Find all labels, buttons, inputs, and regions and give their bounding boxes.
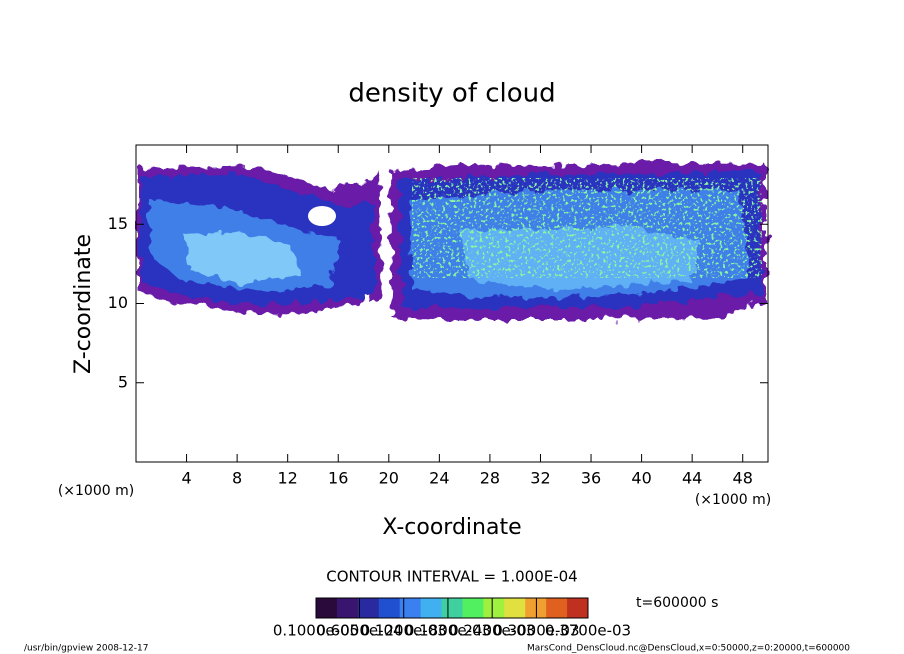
colorbar-tick-label: 0.2400e-03	[449, 622, 535, 640]
colorbar-tick-label: 0.1200e-03	[361, 622, 447, 640]
colorbar-tick-label: 0.1800e-03	[405, 622, 491, 640]
colorbar-cell	[462, 598, 484, 618]
y-tick-label: 10	[108, 293, 128, 312]
colorbar-cell	[441, 598, 463, 618]
colorbar-cell	[316, 598, 338, 618]
colorbar-tick-label: 0.6000e-04	[316, 622, 402, 640]
footer-right: MarsCond_DensCloud.nc@DensCloud,x=0:5000…	[527, 644, 850, 654]
x-tick-label: 36	[581, 469, 601, 488]
colorbar-tick-label: 0.1000e-05	[273, 622, 359, 640]
y-axis-label: Z-coordinate	[71, 234, 96, 374]
colorbar-cell	[567, 598, 589, 618]
colorbar-tick-label: 0.3000e-03	[493, 622, 579, 640]
x-tick-label: 48	[733, 469, 753, 488]
x-tick-label: 32	[530, 469, 550, 488]
colorbar-cell	[378, 598, 401, 618]
colorbar-cell	[357, 598, 380, 618]
colorbar-cell	[483, 598, 505, 618]
x-tick-label: 12	[278, 469, 298, 488]
x-tick-label: 4	[181, 469, 191, 488]
cloud-hole	[308, 206, 336, 226]
y-tick-label: 5	[118, 372, 128, 391]
contour-interval: CONTOUR INTERVAL = 1.000E-04	[326, 568, 577, 586]
x-axis-label: X-coordinate	[382, 515, 521, 540]
cloud-green-speckle	[412, 178, 762, 278]
x-tick-label: 24	[429, 469, 449, 488]
colorbar-cell	[420, 598, 443, 618]
x-axis-unit: (×1000 m)	[695, 492, 771, 508]
y-tick-label: 15	[108, 214, 128, 233]
colorbar-cell	[336, 598, 359, 618]
x-tick-label: 20	[379, 469, 399, 488]
footer-left: /usr/bin/gpview 2008-12-17	[24, 644, 148, 654]
chart-title: density of cloud	[348, 79, 555, 109]
x-tick-label: 44	[682, 469, 702, 488]
time-label: t=600000 s	[636, 595, 718, 611]
x-tick-label: 16	[328, 469, 348, 488]
x-tick-label: 28	[480, 469, 500, 488]
x-tick-label: 8	[232, 469, 242, 488]
colorbar-tick-label: 0.3700e-03	[545, 622, 631, 640]
colorbar-cell	[504, 598, 526, 618]
colorbar-cell	[546, 598, 568, 618]
y-axis-unit: (×1000 m)	[58, 483, 134, 499]
x-tick-label: 40	[631, 469, 651, 488]
colorbar-cell	[399, 598, 422, 618]
